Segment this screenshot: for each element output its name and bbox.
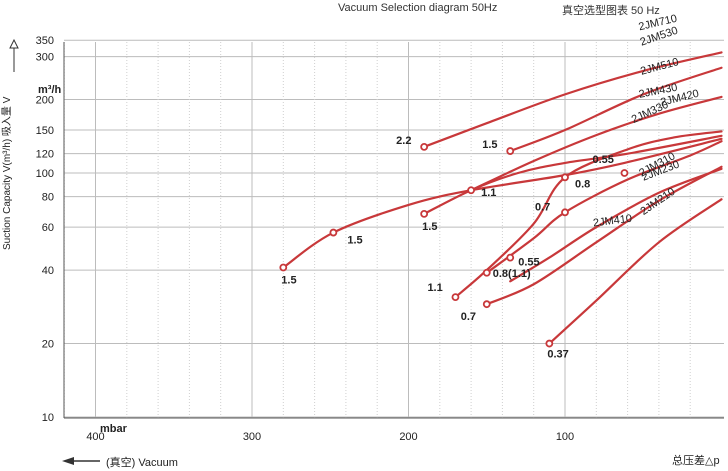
y-tick-label: 350 <box>36 35 54 47</box>
operating-point <box>467 186 476 195</box>
y-tick-label: 300 <box>36 52 54 64</box>
operating-point <box>279 263 288 272</box>
y-tick-label: 80 <box>42 192 54 204</box>
x-tick-labels: 400 300 200 100 <box>86 431 574 443</box>
point-label: 0.55 <box>518 257 539 269</box>
series-label-2jm330: 2JM330 <box>630 99 671 126</box>
operating-points <box>279 142 629 348</box>
point-label: 1.5 <box>281 274 296 286</box>
pressure-difference-label: 总压差△p <box>672 455 720 467</box>
point-label: 0.8 <box>575 178 590 190</box>
operating-point <box>561 173 569 182</box>
curve-2jm710 <box>423 51 723 148</box>
curve-2jm230 <box>509 167 723 283</box>
grid <box>63 39 724 418</box>
y-tick-label: 20 <box>42 339 54 351</box>
vacuum-arrow-head <box>62 457 74 465</box>
x-tick-label: 200 <box>399 431 417 443</box>
point-label: 1.1 <box>481 187 496 199</box>
series-label-2jm210: 2JM210 <box>638 186 677 218</box>
point-label: 1.1 <box>427 282 442 294</box>
x-tick-label: 400 <box>86 431 104 443</box>
y-tick-label: 150 <box>36 125 54 137</box>
curve-2jm430 <box>423 134 723 215</box>
axes <box>9 38 724 465</box>
operating-point <box>506 253 515 262</box>
curve-2jm210 <box>548 198 723 345</box>
y-axis-label: Suction Capacity V(m³/h) 吸入量 V <box>2 96 13 250</box>
operating-point <box>482 268 491 277</box>
point-label: 0.7 <box>535 201 550 213</box>
y-tick-label: 200 <box>36 95 54 107</box>
operating-point <box>506 147 515 155</box>
operating-point <box>451 293 460 302</box>
point-label: 1.5 <box>482 139 497 151</box>
point-label: 0.55 <box>592 154 613 166</box>
y-tick-label: 60 <box>42 222 54 234</box>
curve-2jm530 <box>509 66 723 153</box>
x-axis-unit: mbar <box>100 423 127 435</box>
point-label: 2.2 <box>396 135 411 147</box>
operating-point <box>329 228 338 237</box>
chart-title-chinese: 真空选型图表 50 Hz <box>562 5 660 17</box>
point-label: 1.5 <box>347 235 362 247</box>
series-label-2jm510: 2JM510 <box>639 56 680 78</box>
point-label: 1.5 <box>422 221 437 233</box>
y-tick-label: 40 <box>42 265 54 277</box>
point-label: 0.8(1.1) <box>493 268 531 280</box>
point-label: 0.7 <box>461 311 476 323</box>
operating-point <box>561 208 569 217</box>
y-tick-label: 100 <box>36 168 54 180</box>
chart-title-english: Vacuum Selection diagram 50Hz <box>338 2 498 14</box>
x-tick-label: 300 <box>243 431 261 443</box>
operating-point <box>620 169 629 177</box>
y-tick-label: 120 <box>36 149 54 161</box>
operating-point <box>420 142 429 151</box>
operating-point <box>482 300 491 309</box>
point-labels: 2.2 1.51.11.51.51.50.550.80.71.10.8(1.1)0… <box>281 135 614 361</box>
curve-2jm330 <box>485 140 723 274</box>
vacuum-direction-label: (真空) Vacuum <box>106 457 178 469</box>
curve-2jm310 <box>485 165 723 306</box>
curve-2jm510 <box>470 95 723 192</box>
point-label: 0.37 <box>547 349 568 361</box>
x-tick-label: 100 <box>556 431 574 443</box>
y-tick-labels: 10 20 40 60 80 100 120 150 200 300 350 <box>36 35 54 424</box>
operating-point <box>545 339 554 348</box>
y-arrow-head <box>9 38 19 49</box>
y-tick-label: 10 <box>42 412 54 424</box>
y-axis-unit: m³/h <box>38 84 62 96</box>
series-label-2jm410: 2JM410 <box>592 213 632 230</box>
operating-point <box>420 209 429 218</box>
